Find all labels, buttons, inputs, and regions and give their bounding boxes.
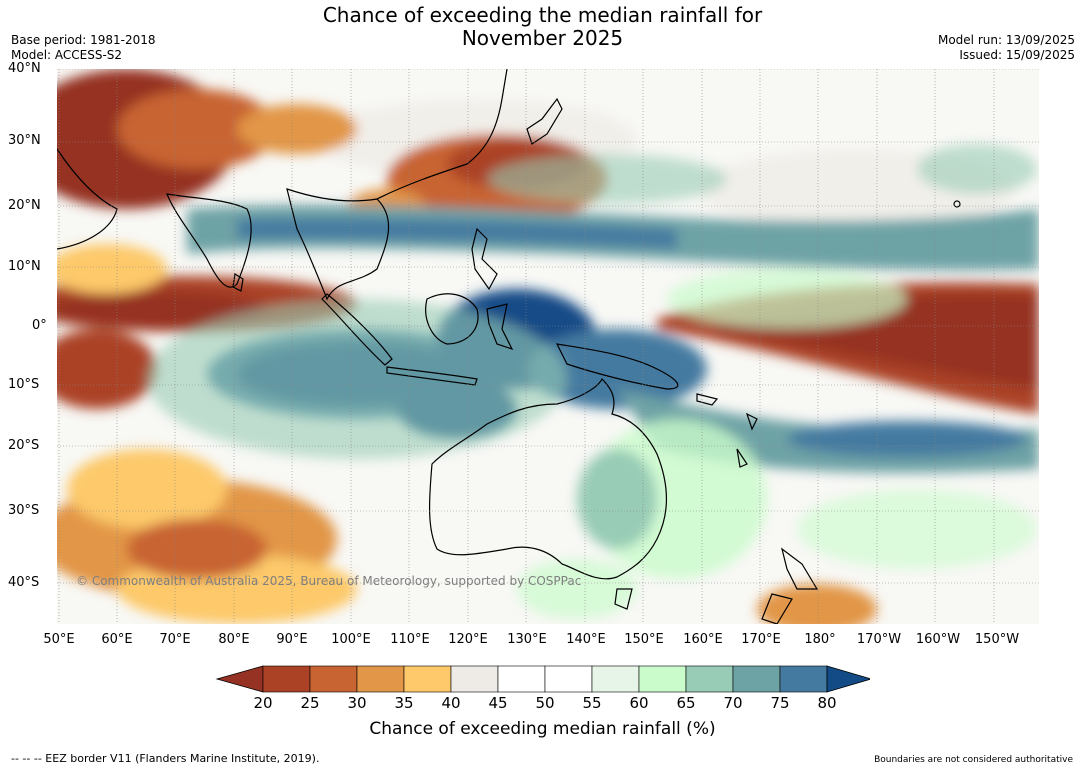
colorbar-label: Chance of exceeding median rainfall (%) [369, 719, 716, 739]
arabia-coast [57, 148, 118, 250]
philippines-coast [471, 227, 498, 291]
colorbar-tick-label: 30 [347, 694, 367, 712]
map-title: Chance of exceeding the median rainfall … [0, 4, 1085, 50]
lat-label: 10°N [8, 259, 41, 274]
japan-coast [526, 97, 563, 145]
colorbar-tick-label: 60 [629, 694, 649, 712]
borneo-coast [425, 293, 479, 345]
colorbar-cell [685, 665, 734, 693]
colorbar-extend-high [826, 665, 870, 693]
lon-label: 120°E [448, 632, 488, 647]
colorbar-cell [403, 665, 452, 693]
colorbar-cell [262, 665, 311, 693]
colorbar-cell [544, 665, 593, 693]
new-zealand-coast [781, 547, 819, 590]
colorbar-cell [638, 665, 687, 693]
lon-label: 160°W [915, 632, 961, 647]
graticule [57, 69, 1039, 624]
lon-label: 50°E [43, 632, 75, 647]
sulawesi-coast [486, 303, 514, 351]
lat-label: 30°S [8, 503, 40, 518]
colorbar-cell [779, 665, 828, 693]
title-line-2: November 2025 [461, 26, 624, 50]
lon-label: 130°E [507, 632, 547, 647]
colorbar-tick-label: 75 [770, 694, 790, 712]
lon-label: 100°E [331, 632, 371, 647]
lat-label: 40°S [8, 575, 40, 590]
lon-label: 180° [804, 632, 836, 647]
lat-label: 20°S [8, 438, 40, 453]
copyright-text: © Commonwealth of Australia 2025, Bureau… [76, 574, 582, 588]
australia-coast [428, 377, 667, 580]
india-coast [166, 193, 252, 288]
colorbar-tick-label: 70 [723, 694, 743, 712]
colorbar-cell [309, 665, 358, 693]
lon-label: 170°E [741, 632, 781, 647]
probability-fields [57, 69, 1039, 624]
colorbar-cell [356, 665, 405, 693]
title-line-1: Chance of exceeding the median rainfall … [322, 3, 763, 27]
colorbar-tick-label: 20 [253, 694, 273, 712]
meta-right: Model run: 13/09/2025 Issued: 15/09/2025 [938, 33, 1075, 63]
sumatra-coast [321, 293, 393, 366]
boundary-disclaimer: Boundaries are not considered authoritat… [874, 755, 1073, 765]
issued-date: Issued: 15/09/2025 [959, 48, 1075, 62]
lon-label: 80°E [218, 632, 250, 647]
lon-label: 150°W [974, 632, 1020, 647]
colorbar-tick-label: 45 [488, 694, 508, 712]
colorbar-tick-label: 40 [441, 694, 461, 712]
china-coast [376, 69, 508, 200]
colorbar-tick-label: 80 [817, 694, 837, 712]
indochina-coast [286, 188, 390, 301]
lat-label: 20°N [8, 198, 41, 213]
lat-label: 10°S [8, 377, 40, 392]
lon-label: 110°E [390, 632, 430, 647]
lon-label: 140°E [566, 632, 606, 647]
colorbar-tick-label: 35 [394, 694, 414, 712]
lat-label: 0° [32, 318, 47, 333]
new-guinea-coast [555, 343, 679, 390]
colorbar-tick-label: 50 [535, 694, 555, 712]
meta-left: Base period: 1981-2018 Model: ACCESS-S2 [11, 33, 156, 63]
tasmania-coast [614, 588, 633, 610]
colorbar-tick-label: 65 [676, 694, 696, 712]
coastlines [57, 69, 961, 624]
rainfall-map [57, 69, 1039, 624]
lon-label: 160°E [683, 632, 723, 647]
colorbar-cell [732, 665, 781, 693]
colorbar-cell [591, 665, 640, 693]
colorbar-cell [497, 665, 546, 693]
new-zealand-south-coast [761, 593, 793, 624]
base-period: Base period: 1981-2018 [11, 33, 156, 47]
colorbar-cell [450, 665, 499, 693]
colorbar-tick-label: 25 [300, 694, 320, 712]
lat-label: 40°N [8, 61, 41, 76]
eez-border-legend: -- -- -- EEZ border V11 (Flanders Marine… [11, 752, 320, 765]
lat-label: 30°N [8, 133, 41, 148]
lon-label: 170°W [856, 632, 902, 647]
colorbar-extend-low [215, 665, 264, 693]
colorbar-tick-label: 55 [582, 694, 602, 712]
model-name: Model: ACCESS-S2 [11, 48, 123, 62]
sri-lanka-coast [232, 273, 244, 292]
model-run: Model run: 13/09/2025 [937, 33, 1075, 47]
lon-label: 70°E [159, 632, 191, 647]
lon-label: 150°E [624, 632, 664, 647]
colorbar [215, 665, 870, 693]
lon-label: 90°E [276, 632, 308, 647]
colorbar-cells [215, 665, 870, 693]
lon-label: 60°E [101, 632, 133, 647]
